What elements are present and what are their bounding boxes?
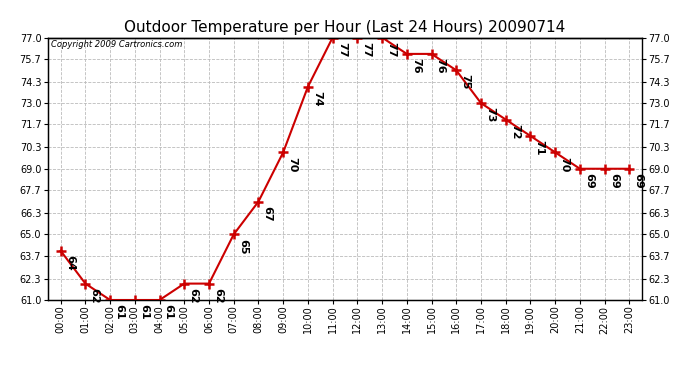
Text: 67: 67 xyxy=(263,206,273,221)
Text: 61: 61 xyxy=(139,304,149,320)
Text: 77: 77 xyxy=(337,42,347,57)
Text: 69: 69 xyxy=(609,173,619,189)
Text: 70: 70 xyxy=(560,156,569,172)
Text: 75: 75 xyxy=(460,75,471,90)
Text: 72: 72 xyxy=(510,124,520,139)
Title: Outdoor Temperature per Hour (Last 24 Hours) 20090714: Outdoor Temperature per Hour (Last 24 Ho… xyxy=(124,20,566,35)
Text: 73: 73 xyxy=(485,107,495,123)
Text: 76: 76 xyxy=(411,58,421,74)
Text: Copyright 2009 Cartronics.com: Copyright 2009 Cartronics.com xyxy=(51,40,183,49)
Text: 62: 62 xyxy=(90,288,99,303)
Text: 74: 74 xyxy=(312,91,322,106)
Text: 65: 65 xyxy=(238,238,248,254)
Text: 69: 69 xyxy=(633,173,644,189)
Text: 61: 61 xyxy=(115,304,124,320)
Text: 77: 77 xyxy=(386,42,396,57)
Text: 64: 64 xyxy=(65,255,75,271)
Text: 71: 71 xyxy=(535,140,544,156)
Text: 69: 69 xyxy=(584,173,594,189)
Text: 77: 77 xyxy=(362,42,371,57)
Text: 62: 62 xyxy=(188,288,199,303)
Text: 70: 70 xyxy=(287,156,297,172)
Text: 76: 76 xyxy=(435,58,446,74)
Text: 61: 61 xyxy=(164,304,174,320)
Text: 62: 62 xyxy=(213,288,223,303)
